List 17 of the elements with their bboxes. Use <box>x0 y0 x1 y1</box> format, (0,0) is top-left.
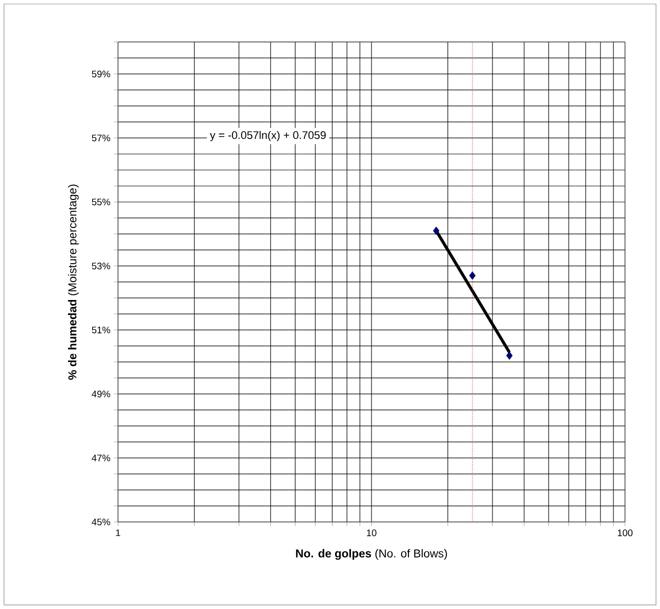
point <box>433 226 440 235</box>
y-tick-label: 55% <box>92 198 110 206</box>
y-tick-label: 51% <box>92 326 110 334</box>
x-tick-label: 100 <box>618 530 633 536</box>
y-tick-label: 49% <box>92 390 110 398</box>
y-tick-label: 47% <box>92 454 110 462</box>
x-tick-label: 1 <box>116 530 120 536</box>
y-tick-label: 57% <box>92 134 110 142</box>
y-tick-label: 45% <box>92 518 110 526</box>
x-axis-title: No. de golpes (No. of Blows) <box>296 549 447 560</box>
y-tick-label: 53% <box>92 262 110 270</box>
annotation: y = -0.057ln(x) + 0.7059 <box>210 130 326 142</box>
y-tick-label: 59% <box>92 70 110 78</box>
point <box>506 351 513 360</box>
y-axis-title: % de humedad (Moisture percentage) <box>68 184 79 380</box>
x-tick-label: 10 <box>366 530 376 536</box>
point <box>469 271 476 280</box>
